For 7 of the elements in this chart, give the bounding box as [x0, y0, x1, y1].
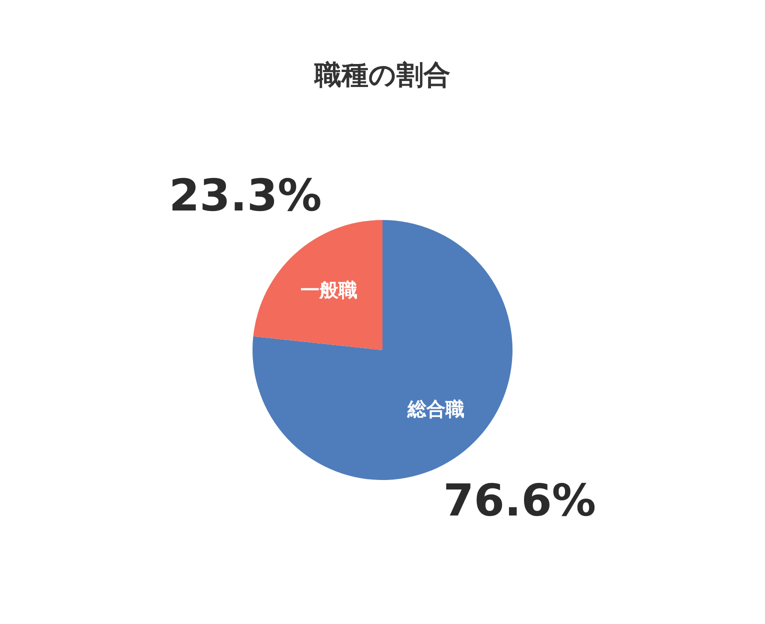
- pie-slice: [253, 220, 382, 350]
- pie-slice: [252, 220, 512, 480]
- data-label: 23.3%: [169, 170, 322, 222]
- slice-label: 総合職: [406, 398, 465, 420]
- data-label: 76.6%: [443, 475, 596, 526]
- chart-title: 職種の割合: [314, 60, 450, 91]
- slice-label: 一般職: [300, 280, 358, 302]
